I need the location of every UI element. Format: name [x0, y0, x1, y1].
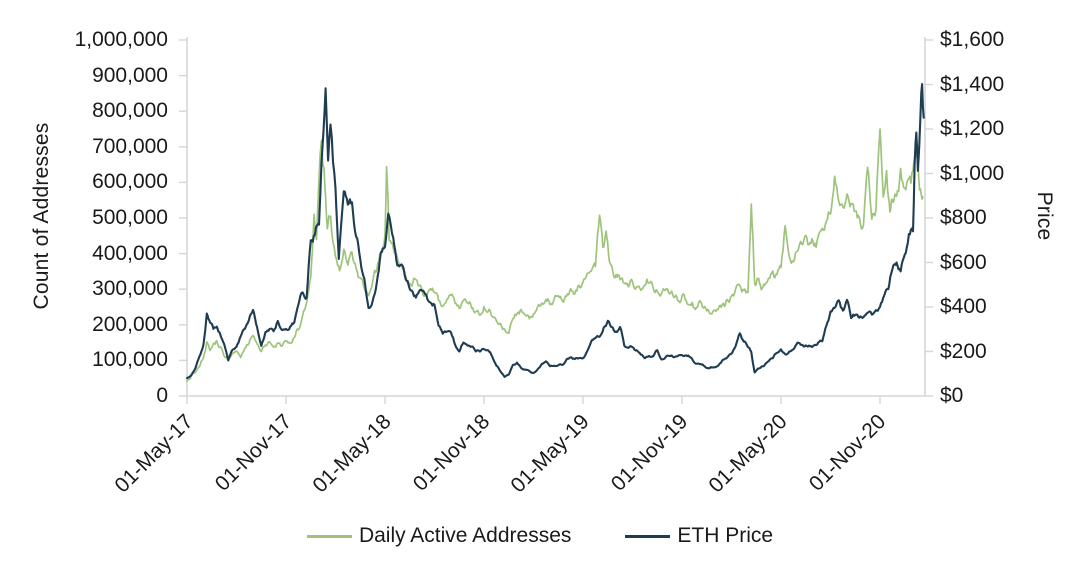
left-axis-tick-label: 200,000	[92, 312, 168, 336]
right-axis-tick-label: $1,400	[940, 72, 1005, 96]
right-axis-title: Price	[1033, 191, 1056, 241]
left-axis-tick-label: 900,000	[92, 63, 168, 87]
right-axis-tick-label: $0	[940, 384, 964, 407]
legend-item-eth-price: ETH Price	[625, 524, 773, 548]
right-axis-tick-label: $400	[940, 295, 987, 318]
left-axis-tick-label: 1,000,000	[74, 28, 168, 51]
right-axis-tick-label: $800	[940, 206, 987, 229]
right-axis-tick-label: $600	[940, 250, 987, 274]
legend-label-eth-price: ETH Price	[677, 524, 774, 547]
left-axis-tick-label: 300,000	[92, 277, 168, 301]
right-axis-tick-label: $1,200	[940, 117, 1005, 140]
legend-line-swatch-navy	[625, 534, 671, 538]
left-axis-tick-label: 700,000	[92, 134, 168, 158]
legend-line-swatch-green	[306, 534, 352, 538]
legend-item-daily-active-addresses: Daily Active Addresses	[306, 524, 572, 548]
left-axis-tick-label: 500,000	[92, 206, 168, 229]
eth-price-line	[185, 83, 925, 380]
left-axis-tick-label: 0	[156, 384, 168, 407]
legend-label-daily-active-addresses: Daily Active Addresses	[358, 524, 572, 547]
left-axis-tick-label: 600,000	[92, 170, 168, 194]
right-axis-tick-label: $1,000	[940, 161, 1005, 185]
left-axis-tick-label: 100,000	[92, 348, 168, 372]
right-axis-tick-label: $200	[940, 339, 987, 363]
daily-active-addresses-line	[186, 128, 924, 382]
left-axis-tick-label: 400,000	[92, 241, 168, 265]
left-axis-tick-label: 800,000	[92, 99, 168, 123]
right-axis-tick-label: $1,600	[940, 28, 1005, 51]
legend: Daily Active Addresses ETH Price	[0, 524, 1080, 548]
